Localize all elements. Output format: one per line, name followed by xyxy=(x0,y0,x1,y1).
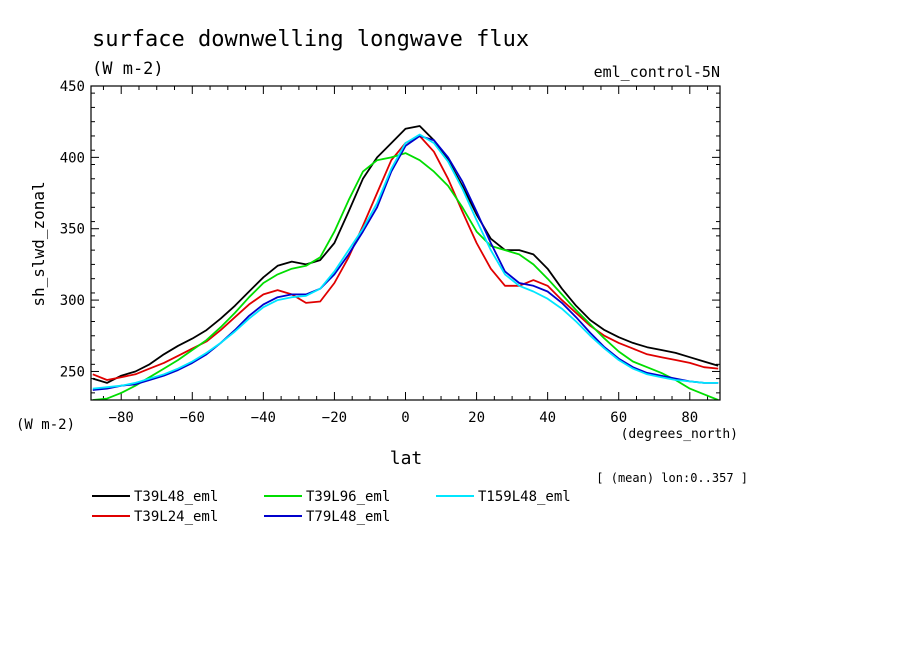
x-tick-label: −60 xyxy=(180,410,205,426)
x-tick-label: 20 xyxy=(468,410,485,426)
legend-label-t159l48-eml: T159L48_eml xyxy=(478,489,571,505)
y-axis-units: (W m-2) xyxy=(16,417,75,433)
plot-frame xyxy=(90,85,721,401)
x-tick-label: 80 xyxy=(681,410,698,426)
x-tick-label: 60 xyxy=(610,410,627,426)
legend-label-t39l24-eml: T39L24_eml xyxy=(134,509,218,525)
legend: T39L48_eml T39L24_eml T39L96_eml T79L48_eml… xyxy=(92,489,571,525)
chart-units-subtitle: (W m-2) xyxy=(92,59,164,79)
x-tick-label: −80 xyxy=(109,410,134,426)
experiment-label: eml_control-5N xyxy=(594,63,720,81)
y-tick-label: 400 xyxy=(60,150,85,166)
legend-label-t39l48-eml: T39L48_eml xyxy=(134,489,218,505)
x-axis-units: (degrees_north) xyxy=(621,427,738,442)
y-tick-label: 250 xyxy=(60,364,85,380)
legend-label-t39l96-eml: T39L96_eml xyxy=(306,489,390,505)
x-axis-label: lat xyxy=(390,448,423,469)
chart-title: surface downwelling longwave flux xyxy=(92,27,529,52)
series-line-t39l96-eml xyxy=(92,152,719,400)
series-line-t39l24-eml xyxy=(92,135,719,381)
y-axis-label: sh_slwd_zonal xyxy=(29,181,48,306)
y-tick-label: 300 xyxy=(60,293,85,309)
x-tick-label: −20 xyxy=(322,410,347,426)
averaging-note: [ (mean) lon:0..357 ] xyxy=(596,471,748,485)
y-tick-label: 450 xyxy=(60,79,85,95)
series-lines xyxy=(92,125,719,400)
series-line-t39l48-eml xyxy=(92,125,719,384)
series-line-t79l48-eml xyxy=(92,135,719,391)
x-tick-label: 40 xyxy=(539,410,556,426)
x-tick-label: −40 xyxy=(251,410,276,426)
series-line-t159l48-eml xyxy=(92,133,719,390)
legend-label-t79l48-eml: T79L48_eml xyxy=(306,509,390,525)
x-tick-label: 0 xyxy=(401,410,409,426)
y-tick-label: 350 xyxy=(60,222,85,238)
axis-ticks: −80 −60 −40 −20 0 20 40 60 80 250 300 350 400 450 xyxy=(60,79,720,426)
